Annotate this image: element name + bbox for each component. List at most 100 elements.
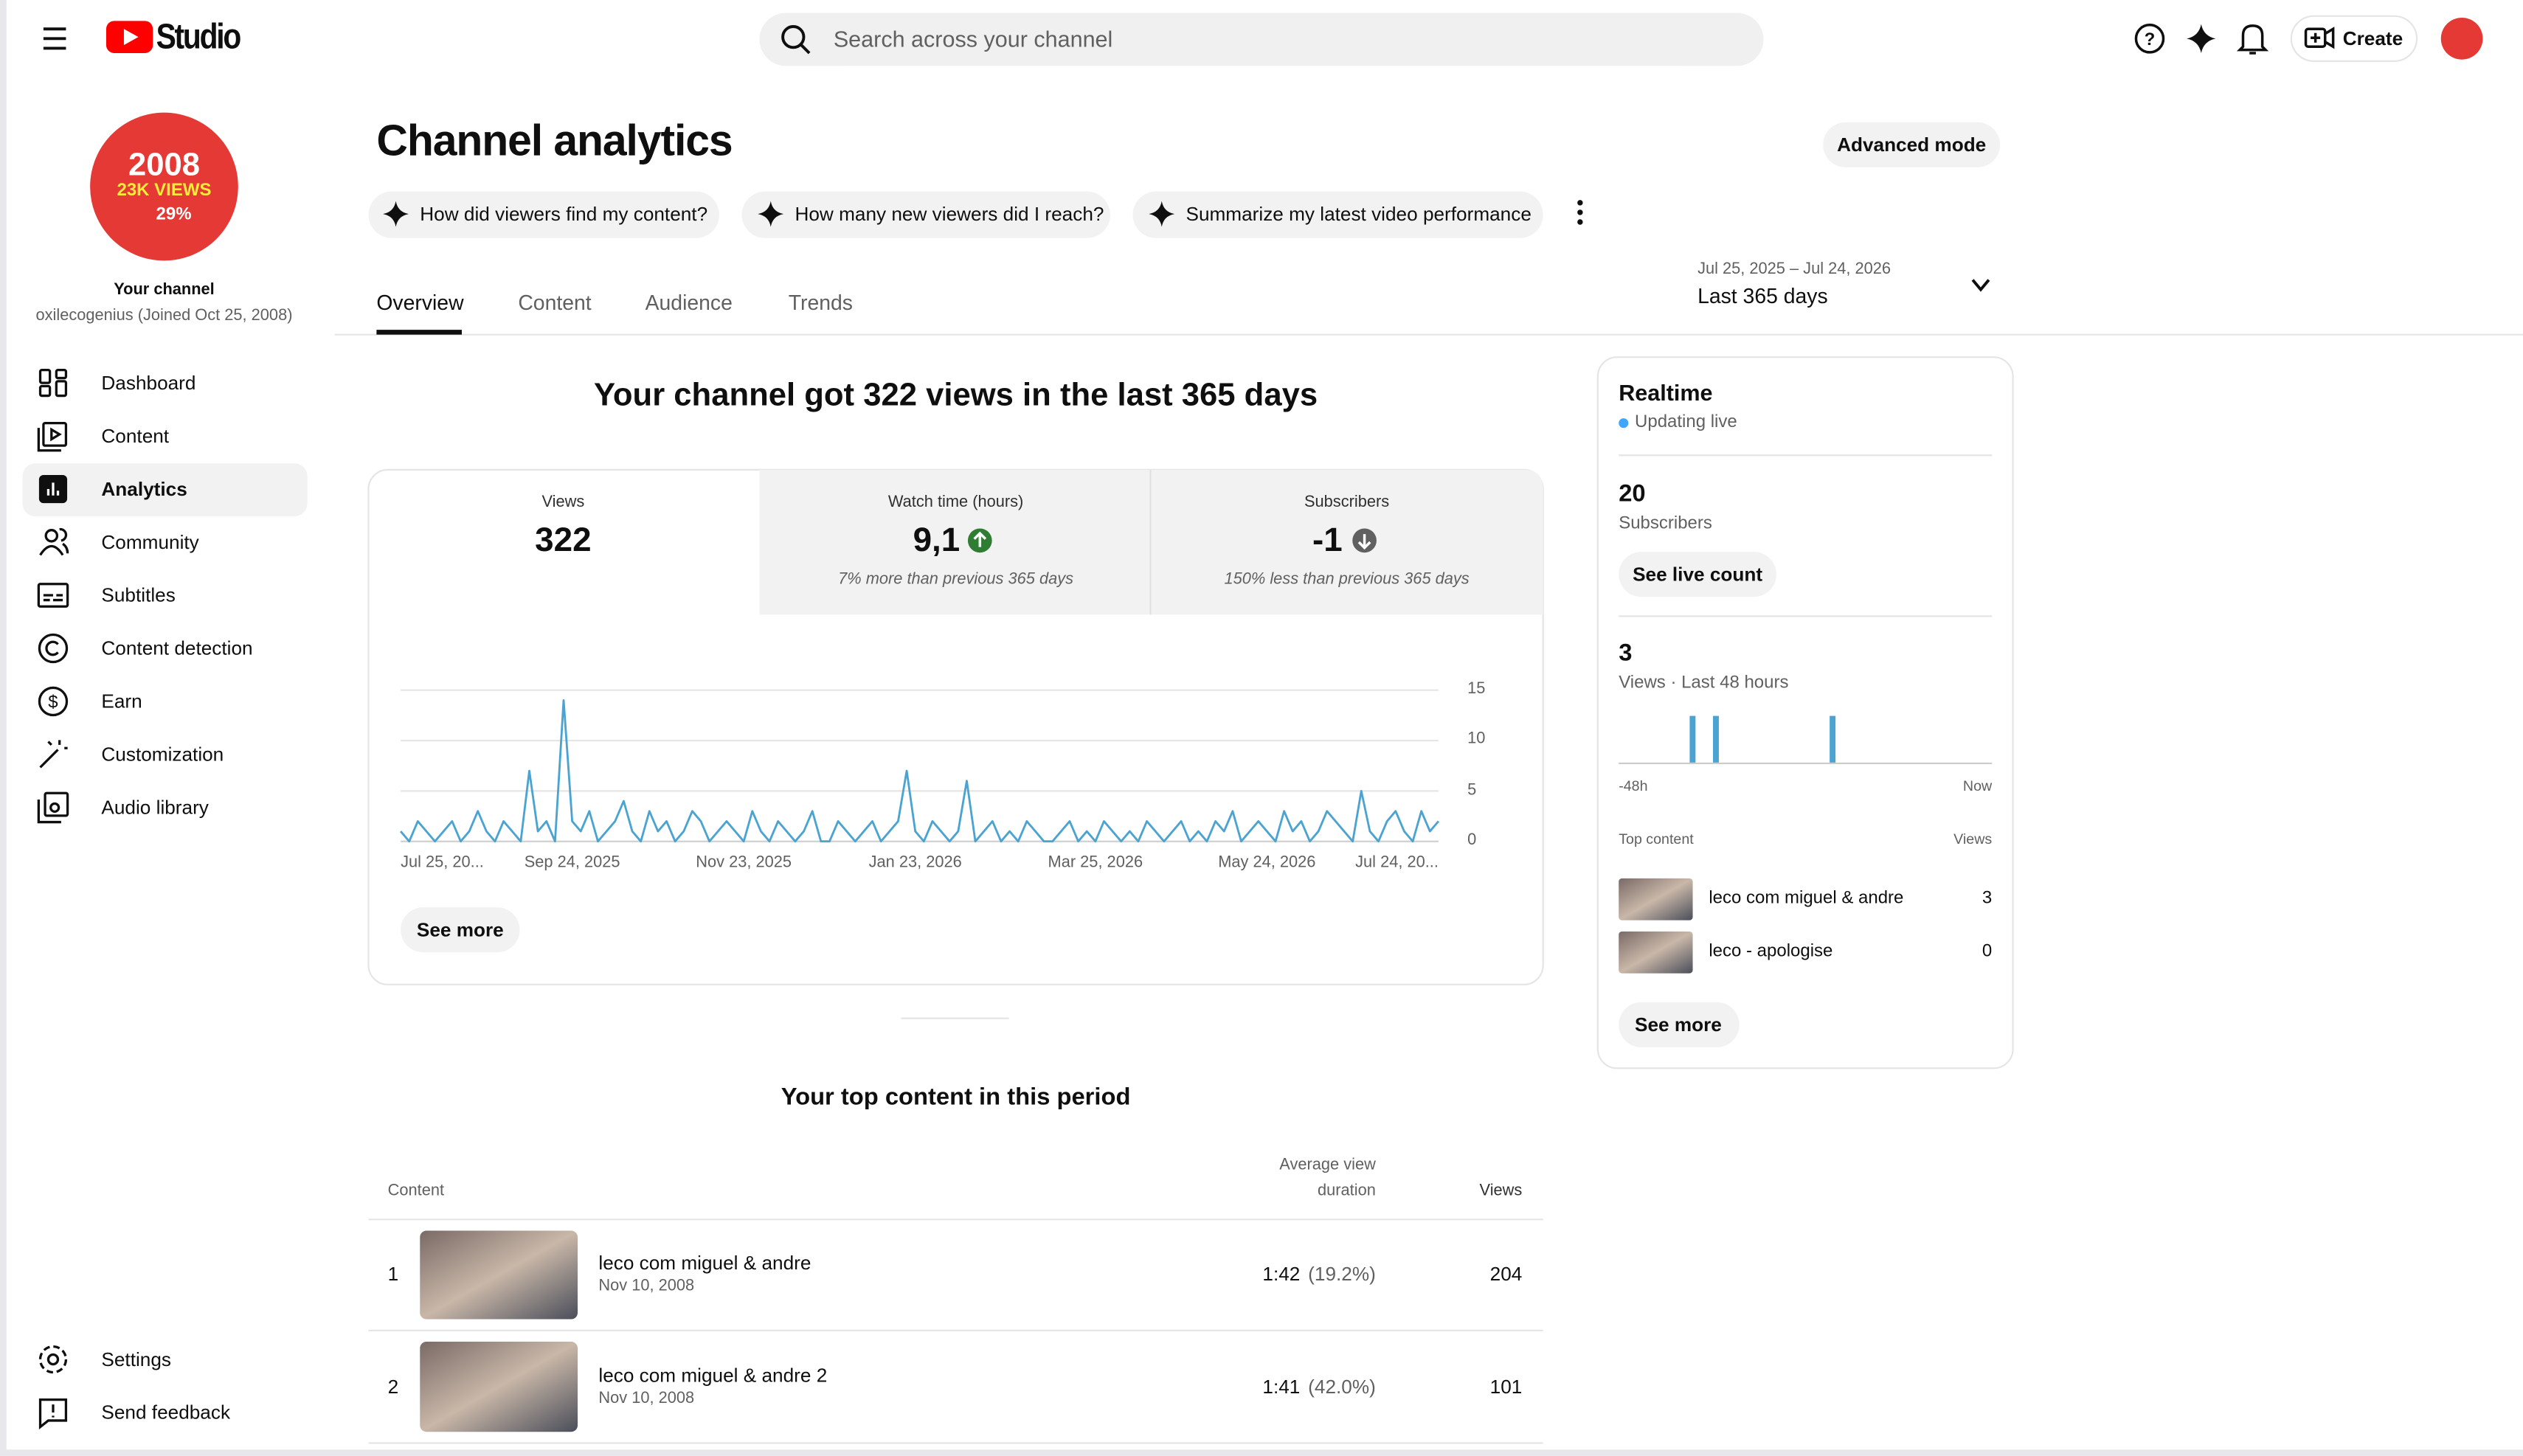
- nav-item[interactable]: Earn: [101, 690, 142, 713]
- tab[interactable]: Trends: [788, 290, 853, 315]
- nav-item[interactable]: Customization: [101, 743, 224, 766]
- icon-part: [44, 791, 69, 817]
- menu-icon[interactable]: [43, 27, 66, 50]
- nav-icon: [39, 527, 69, 556]
- prompt-chip[interactable]: Summarize my latest video performance: [1186, 202, 1532, 226]
- card-value[interactable]: 322: [535, 521, 592, 559]
- card-value[interactable]: -1: [1312, 521, 1343, 559]
- icon-part: [39, 740, 68, 769]
- date-period[interactable]: Last 365 days: [1697, 283, 1828, 308]
- nav-icon: [38, 1398, 68, 1430]
- sparkle-icon: [383, 201, 409, 227]
- tab[interactable]: Content: [518, 290, 592, 315]
- live-dot: [1619, 418, 1629, 429]
- logo-text[interactable]: Studio: [156, 15, 242, 57]
- nav-icon: [39, 740, 68, 769]
- video-title[interactable]: leco com miguel & andre: [1709, 889, 1904, 909]
- bell-icon[interactable]: [2236, 24, 2269, 55]
- row-rank: 2: [387, 1375, 399, 1398]
- icon-part: [37, 583, 69, 608]
- account-avatar[interactable]: [2440, 17, 2483, 60]
- card-value[interactable]: 9,1: [913, 521, 961, 559]
- thumbnail[interactable]: [1619, 878, 1693, 921]
- advanced-button[interactable]: [1823, 122, 2001, 167]
- help-icon[interactable]: ?: [2134, 24, 2165, 54]
- icon-part: [44, 529, 59, 543]
- row-rank: 1: [387, 1263, 399, 1286]
- card-note: 150% less than previous 365 days: [1224, 571, 1470, 589]
- thumbnail[interactable]: [420, 1342, 578, 1432]
- date-chevron[interactable]: [1971, 279, 1990, 292]
- icon-part: [37, 800, 61, 824]
- row-views: 204: [1489, 1263, 1523, 1286]
- axis-label: Now: [1962, 777, 1993, 794]
- icon-part: [46, 482, 60, 496]
- nav-item[interactable]: Subtitles: [101, 583, 176, 607]
- bar: [1830, 715, 1836, 763]
- realtime-label: Subscribers: [1619, 513, 1712, 534]
- card-label[interactable]: Watch time (hours): [887, 493, 1024, 512]
- live-count[interactable]: See live count: [1633, 563, 1763, 586]
- advanced-label[interactable]: Advanced mode: [1837, 134, 1987, 156]
- card-label[interactable]: Subscribers: [1304, 493, 1390, 512]
- channel-avatar[interactable]: [90, 112, 238, 261]
- card-bg[interactable]: [759, 469, 1543, 615]
- nav-item[interactable]: Content: [101, 424, 170, 448]
- icon-part: [46, 1353, 60, 1366]
- down-icon: [1352, 528, 1377, 553]
- channel-label: Your channel: [114, 281, 215, 299]
- avg-duration: 1:42: [1262, 1263, 1301, 1286]
- prompt-chips[interactable]: [368, 191, 1543, 238]
- nav-item[interactable]: Settings: [101, 1348, 171, 1371]
- create-button[interactable]: [2290, 15, 2418, 62]
- section-title: Your top content in this period: [781, 1083, 1131, 1112]
- create-label[interactable]: Create: [2342, 27, 2403, 50]
- prompt-chip[interactable]: How many new viewers did I reach?: [795, 202, 1104, 226]
- nav-icon: [38, 369, 68, 398]
- nav-item[interactable]: Community: [101, 530, 199, 554]
- kebab-icon[interactable]: [1577, 200, 1583, 225]
- column-header: Views: [1953, 831, 1993, 847]
- nav-icon: [37, 791, 69, 824]
- video-title[interactable]: leco com miguel & andre 2: [598, 1364, 828, 1387]
- icon-part: [38, 686, 69, 717]
- nav-item[interactable]: Content detection: [101, 637, 253, 660]
- realtime-label: Views · Last 48 hours: [1619, 673, 1789, 693]
- sparkle-icon: [758, 201, 784, 227]
- icon-part: [55, 380, 68, 398]
- search-icon: [781, 25, 811, 55]
- avatar-text: 29%: [156, 205, 192, 225]
- thumbnail[interactable]: [420, 1230, 578, 1320]
- ai-icon[interactable]: [2187, 24, 2216, 53]
- thumbnail[interactable]: [1619, 931, 1693, 974]
- nav-item[interactable]: Analytics: [101, 477, 187, 501]
- card-label[interactable]: Views: [541, 493, 585, 512]
- nav-item[interactable]: Audio library: [101, 796, 209, 819]
- icon-part: [45, 640, 59, 656]
- live-count-button[interactable]: [1619, 552, 1776, 597]
- line: [400, 698, 1440, 843]
- svg-text:?: ?: [2145, 30, 2156, 49]
- video-title[interactable]: leco com miguel & andre: [598, 1251, 811, 1275]
- nav-item[interactable]: Send feedback: [101, 1401, 231, 1424]
- search-placeholder[interactable]: Search across your channel: [833, 25, 1113, 52]
- bar: [1713, 715, 1719, 763]
- y-tick-label: 5: [1467, 781, 1477, 800]
- nav-item[interactable]: Dashboard: [101, 371, 196, 395]
- realtime-views: 3: [1619, 639, 1633, 668]
- date-range[interactable]: Jul 25, 2025 – Jul 24, 2026: [1697, 260, 1892, 279]
- icon-part: [38, 369, 52, 384]
- tab[interactable]: Overview: [376, 290, 464, 315]
- see-more[interactable]: See more: [416, 918, 504, 941]
- video-title[interactable]: leco - apologise: [1709, 942, 1833, 962]
- icon-part: [43, 594, 63, 602]
- x-tick-label: Jul 25, 20...: [401, 854, 484, 873]
- avg-percent: (19.2%): [1308, 1263, 1376, 1286]
- see-more-button[interactable]: [401, 907, 520, 953]
- search-bar[interactable]: [759, 13, 1764, 66]
- see-more[interactable]: See more: [1634, 1013, 1722, 1036]
- prompt-chip[interactable]: How did viewers find my content?: [420, 202, 708, 226]
- see-more-button[interactable]: [1619, 1002, 1740, 1047]
- tab[interactable]: Audience: [645, 290, 733, 315]
